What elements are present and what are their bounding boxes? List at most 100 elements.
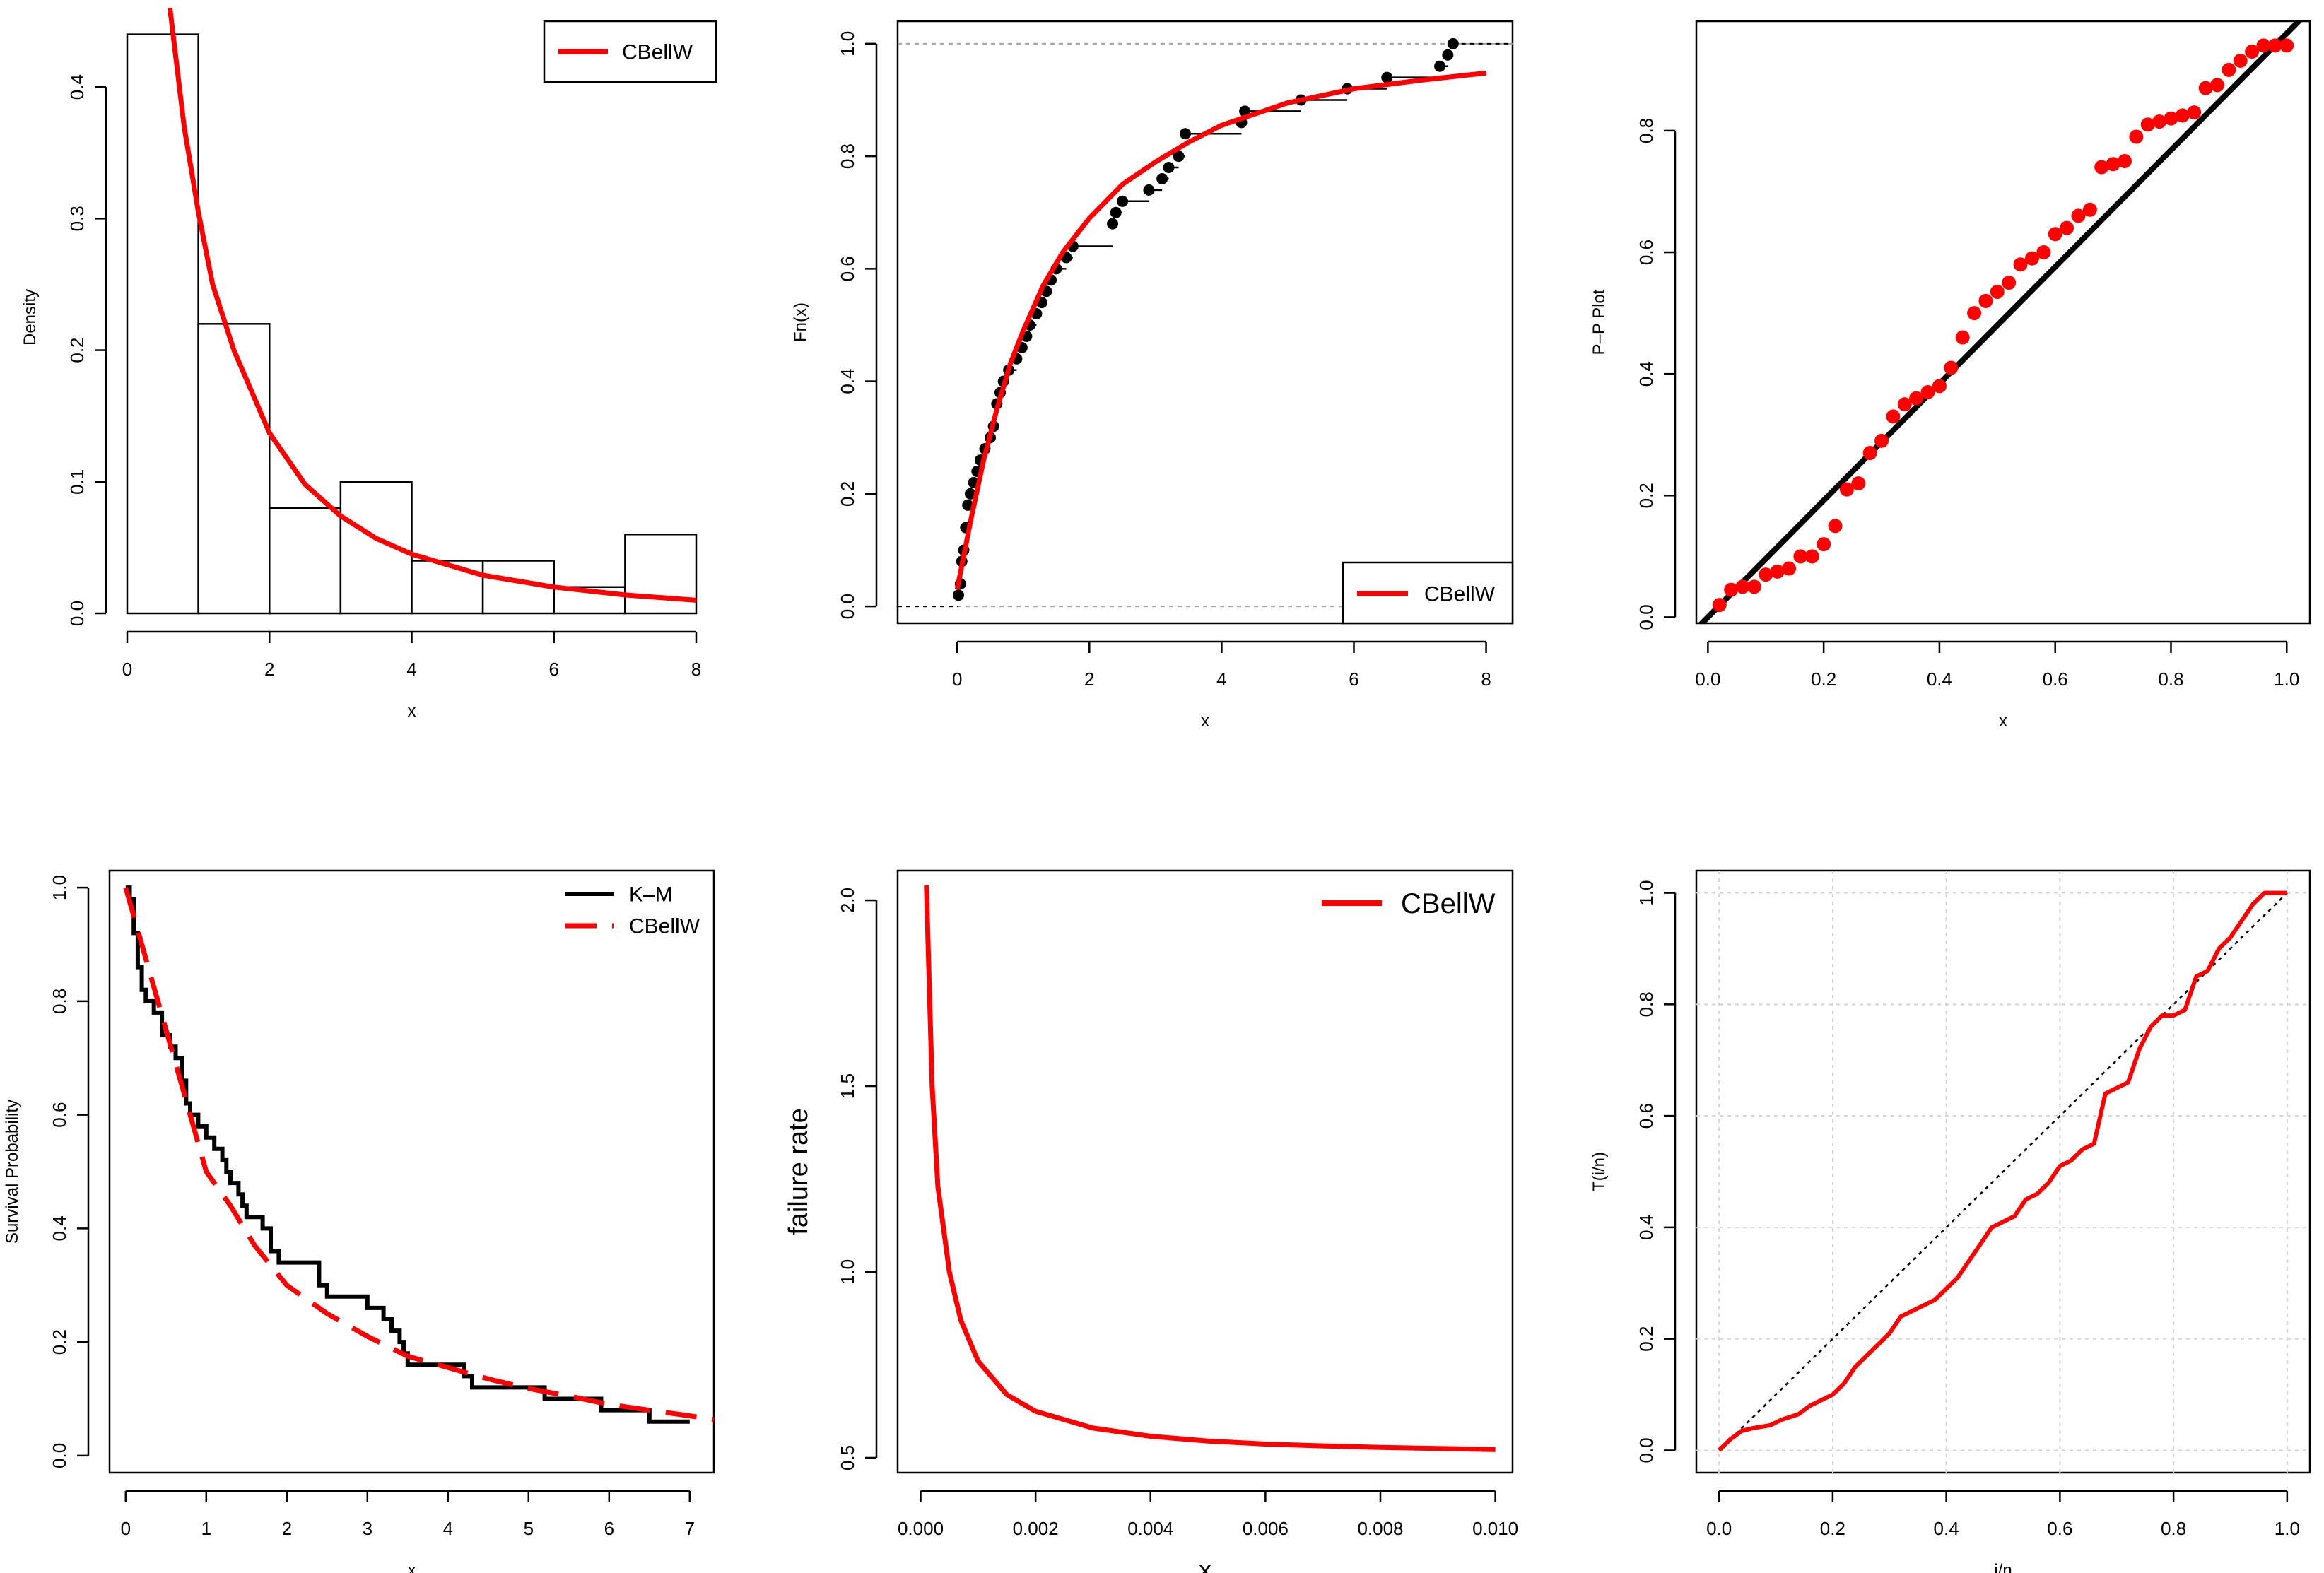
pp-point [2209, 78, 2224, 93]
x-tick-label: 8 [1481, 668, 1491, 690]
pp-point [1782, 561, 1797, 576]
pp-point [1839, 482, 1854, 497]
pp-point [1990, 284, 2005, 299]
pp-point [2175, 108, 2190, 123]
pp-point [2060, 220, 2074, 235]
ecdf-point [1163, 162, 1175, 174]
y-tick-label: 0.4 [1636, 361, 1657, 387]
pp-point [2094, 160, 2109, 175]
pp-point [1909, 391, 1924, 406]
pp-point [1804, 549, 1819, 564]
x-tick-label: 1.0 [2274, 668, 2299, 690]
x-tick-label: 0 [121, 1518, 131, 1539]
x-tick-label: 7 [685, 1518, 695, 1539]
pp-point [2082, 202, 2097, 217]
histogram-bar [624, 534, 698, 615]
pp-point [2129, 129, 2144, 144]
legend-entry: K–M [629, 883, 673, 907]
ecdf-point [1156, 172, 1168, 184]
y-tick-label: 0.6 [1636, 1103, 1657, 1129]
x-tick-label: 0.8 [2161, 1518, 2186, 1539]
legend-entry: CBellW [622, 41, 693, 64]
y-axis-label: failure rate [784, 1108, 814, 1235]
y-tick-label: 0.0 [49, 1443, 70, 1468]
x-axis-label: i/n [1994, 1561, 2012, 1573]
x-tick-label: 0.002 [1013, 1518, 1059, 1539]
y-axis-label: Density [20, 289, 40, 346]
x-tick-label: 0.0 [1706, 1518, 1732, 1539]
x-tick-label: 4 [443, 1518, 453, 1539]
y-tick-label: 0.2 [1636, 1326, 1657, 1352]
y-tick-label: 0.3 [66, 206, 88, 231]
y-tick-label: 2.0 [837, 888, 858, 913]
y-tick-label: 0.4 [837, 369, 858, 394]
pp-point [1932, 379, 1947, 394]
survival-curve [123, 887, 715, 1422]
ecdf-point [964, 488, 976, 500]
pp-point [1862, 446, 1877, 461]
y-tick-label: 1.0 [49, 875, 70, 900]
y-tick-label: 0.4 [49, 1215, 70, 1241]
y-tick-label: 0.0 [66, 601, 88, 626]
ecdf-point [1107, 218, 1119, 230]
y-axis-label: T(i/n) [1590, 1152, 1609, 1191]
x-tick-label: 0 [952, 668, 962, 690]
pp-point [1724, 582, 1739, 597]
pp-point [1874, 433, 1889, 448]
x-tick-label: 0.0 [1695, 668, 1720, 690]
pp-point [2222, 62, 2236, 77]
x-axis-label: x [408, 1561, 416, 1573]
x-tick-label: 0.010 [1472, 1518, 1518, 1539]
pp-point [2245, 45, 2260, 59]
x-tick-label: 0.4 [1934, 1518, 1959, 1539]
x-axis-label: x [408, 702, 416, 721]
cdf-curve [954, 70, 1486, 590]
plot-frame [1695, 869, 2311, 1474]
ecdf-panel: 0 2 4 6 8 0.0 0.2 0.4 0.6 0.8 1.0 x Fn(x) CBellW [791, 20, 1514, 731]
pp-point [1770, 564, 1785, 579]
pp-point [2233, 53, 2248, 68]
x-tick-label: 2 [1084, 668, 1094, 690]
pp-point [1851, 476, 1866, 491]
ecdf-point [1447, 37, 1459, 49]
y-tick-label: 0.2 [66, 337, 88, 363]
y-tick-label: 0.8 [1636, 118, 1657, 143]
x-tick-label: 0.008 [1357, 1518, 1403, 1539]
x-tick-label: 0.000 [898, 1518, 944, 1539]
y-tick-label: 0.2 [1636, 483, 1657, 508]
x-tick-label: 2 [264, 659, 274, 680]
pp-point [1967, 306, 1982, 321]
x-tick-label: 0.2 [1820, 1518, 1845, 1539]
reference-line [1698, 21, 2303, 623]
x-tick-label: 3 [363, 1518, 372, 1539]
y-tick-label: 0.6 [1636, 240, 1657, 265]
km-step-curve [125, 885, 690, 1424]
x-tick-label: 0.2 [1811, 668, 1836, 690]
x-axis-label: x [1199, 1555, 1212, 1573]
pp-point [2198, 81, 2213, 95]
pp-point [2024, 251, 2039, 266]
pp-point [1897, 397, 1912, 412]
pp-point [2106, 157, 2120, 172]
legend-entry: CBellW [1401, 888, 1496, 919]
pp-point [2013, 257, 2028, 272]
y-axis-label: P–P Plot [1590, 289, 1609, 355]
histogram-bar [197, 323, 271, 615]
x-tick-label: 6 [1349, 668, 1358, 690]
pp-point [1920, 384, 1935, 399]
y-tick-label: 0.4 [66, 74, 88, 100]
ecdf-point [1110, 206, 1122, 218]
pp-point [2048, 227, 2062, 242]
x-axis-label: x [1999, 712, 2007, 731]
y-tick-label: 0.6 [49, 1102, 70, 1128]
pp-point [2152, 114, 2167, 129]
pp-point [1978, 293, 1993, 308]
pp-point [1955, 330, 1970, 345]
ttt-curve [1718, 890, 2287, 1452]
kaplan-meier-panel: 0 1 2 3 4 5 6 7 0.0 0.2 0.4 0.6 0.8 1.0 x Survival Prob… [3, 869, 715, 1573]
pp-point [1759, 567, 1773, 582]
legend-entry: CBellW [629, 915, 700, 938]
y-tick-label: 0.8 [837, 143, 858, 169]
x-tick-label: 4 [1216, 668, 1226, 690]
y-tick-label: 0.6 [837, 256, 858, 281]
